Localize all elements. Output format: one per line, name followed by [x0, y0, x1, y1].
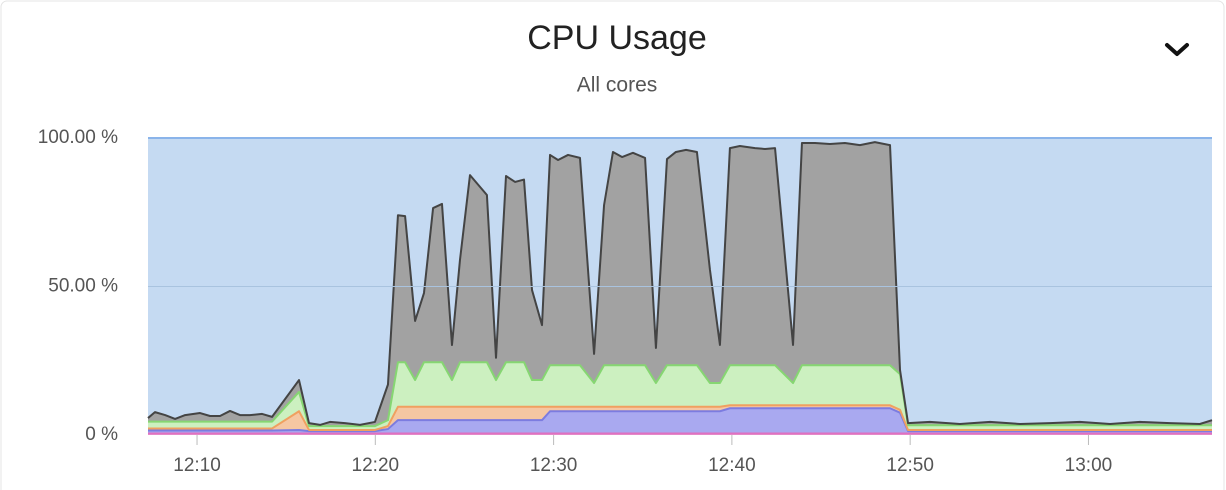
y-tick-label: 50.00 %: [48, 276, 118, 297]
y-tick-label: 100.00 %: [38, 127, 118, 148]
area-line: [148, 407, 1212, 433]
area-line: [148, 404, 1212, 431]
x-tick-label: 12:20: [352, 455, 400, 476]
chart-title: CPU Usage: [527, 19, 707, 57]
x-tick-label: 12:30: [530, 455, 578, 476]
area: [148, 405, 1212, 432]
x-tick-label: 12:10: [173, 455, 221, 476]
y-tick-label: 0 %: [85, 424, 118, 445]
chart-subtitle: All cores: [577, 74, 658, 97]
x-tick-label: 13:00: [1065, 455, 1113, 476]
x-tick-label: 12:50: [886, 455, 934, 476]
area-line: [148, 361, 1212, 428]
x-tick-label: 12:40: [708, 455, 756, 476]
area: [148, 142, 1212, 427]
area-line: [147, 141, 1213, 426]
area: [148, 408, 1212, 434]
menu-chevron[interactable]: [1165, 43, 1189, 56]
